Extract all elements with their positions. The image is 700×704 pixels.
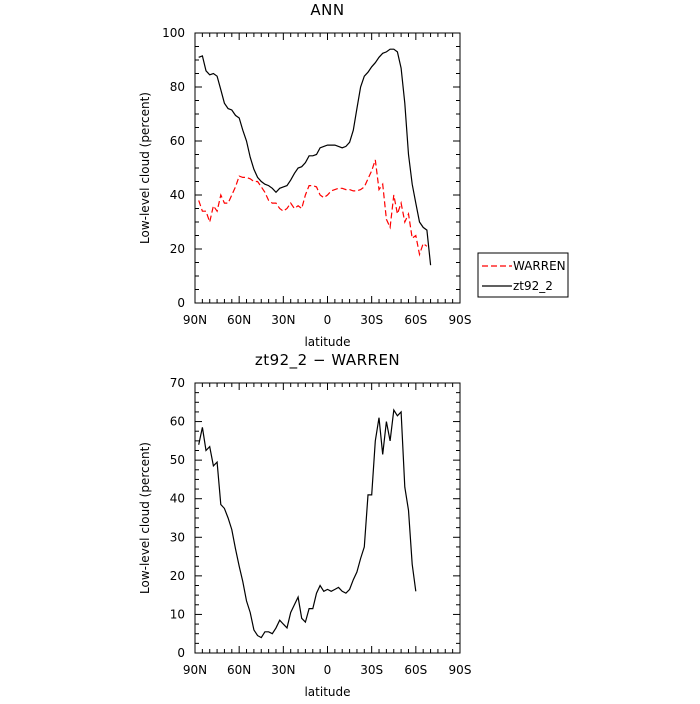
x-tick-label: 30N [271,313,295,327]
y-tick-label: 20 [170,242,185,256]
series-line-warren [198,159,428,257]
series-line-zt92-2-warren [198,408,417,639]
x-tick-label: 0 [324,663,332,677]
chart-top-frame [194,32,461,304]
y-tick-label: 70 [170,376,185,390]
legend: WARREN zt92_2 [477,252,569,298]
chart-top-x-ticks: 90N 60N 30N 0 30S 60S 90S [183,33,472,327]
chart-bottom: zt92_2 − WARREN 90N 60N 30N 0 30S 60S 90S 0 10 2… [138,351,471,699]
x-tick-label: 90S [449,663,472,677]
x-tick-label: 90S [449,313,472,327]
y-tick-label: 0 [177,296,185,310]
y-tick-label: 60 [170,134,185,148]
chart-top-y-axis-label: Low-level cloud (percent) [138,92,152,244]
x-tick-label: 60S [404,313,427,327]
chart-bottom-frame [194,382,461,654]
y-tick-label: 20 [170,569,185,583]
series-line-zt92-2 [198,48,432,266]
x-tick-label: 30S [360,313,383,327]
legend-label-warren: WARREN [513,259,566,273]
chart-bottom-y-axis-label: Low-level cloud (percent) [138,442,152,594]
chart-top-y-ticks: 0 20 40 60 80 100 [162,26,460,310]
chart-top-x-axis-label: latitude [304,335,350,349]
legend-label-zt92-2: zt92_2 [513,279,553,293]
y-tick-label: 80 [170,80,185,94]
chart-bottom-x-axis-label: latitude [304,685,350,699]
chart-top-series [198,48,432,266]
x-tick-label: 60S [404,663,427,677]
y-tick-label: 40 [170,492,185,506]
y-tick-label: 60 [170,415,185,429]
y-tick-label: 10 [170,607,185,621]
x-tick-label: 60N [227,663,251,677]
x-tick-label: 90N [183,313,207,327]
x-tick-label: 60N [227,313,251,327]
chart-top: ANN 90N 60N 30N 0 30S 60S 90S 0 20 40 60 80 100 lat… [138,1,471,349]
y-tick-label: 40 [170,188,185,202]
y-tick-label: 0 [177,646,185,660]
y-tick-label: 50 [170,453,185,467]
chart-top-title: ANN [310,1,344,19]
x-tick-label: 30S [360,663,383,677]
y-tick-label: 30 [170,530,185,544]
chart-bottom-title: zt92_2 − WARREN [255,351,400,370]
chart-bottom-series [198,408,417,639]
chart-bottom-x-ticks: 90N 60N 30N 0 30S 60S 90S [183,383,472,677]
x-tick-label: 90N [183,663,207,677]
legend-box [477,252,569,298]
y-tick-label: 100 [162,26,185,40]
x-tick-label: 30N [271,663,295,677]
x-tick-label: 0 [324,313,332,327]
chart-bottom-y-ticks: 0 10 20 30 40 50 60 70 [170,376,460,660]
